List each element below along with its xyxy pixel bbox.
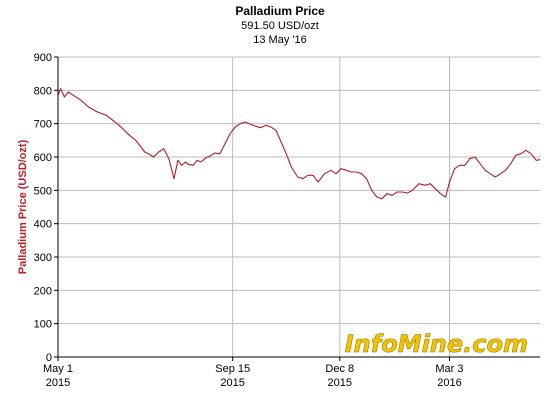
price-series-line	[57, 88, 541, 200]
y-tick-label: 300	[34, 252, 52, 264]
current-price: 591.50 USD/ozt	[241, 20, 319, 32]
x-tick-label: Mar 3	[435, 363, 463, 375]
y-tick-label: 100	[34, 319, 52, 331]
y-axis-ticks: 0 100 200 300 400 500 600 700 800 900	[34, 52, 58, 364]
y-tick-label: 800	[34, 85, 52, 97]
x-tick-year: 2015	[220, 377, 244, 389]
x-tick-label: Dec 8	[325, 363, 354, 375]
y-tick-label: 600	[34, 152, 52, 164]
price-date: 13 May '16	[253, 34, 306, 46]
y-tick-label: 0	[46, 352, 52, 364]
y-tick-label: 700	[34, 119, 52, 131]
x-axis-ticks: May 1 2015 Sep 15 2015 Dec 8 2015 Mar 3 2016	[43, 357, 464, 389]
chart-title: Palladium Price	[235, 4, 325, 18]
x-tick-label: Sep 15	[215, 363, 250, 375]
x-tick-year: 2015	[328, 377, 352, 389]
x-tick-year: 2016	[437, 377, 461, 389]
gridlines	[58, 56, 540, 357]
x-tick-label: May 1	[43, 363, 73, 375]
y-axis-label: Palladium Price (USD/ozt)	[17, 139, 29, 274]
x-tick-year: 2015	[46, 377, 70, 389]
y-tick-label: 400	[34, 219, 52, 231]
y-tick-label: 900	[34, 52, 52, 64]
infomine-watermark: InfoMine.com	[345, 330, 528, 358]
y-tick-label: 500	[34, 185, 52, 197]
y-tick-label: 200	[34, 285, 52, 297]
